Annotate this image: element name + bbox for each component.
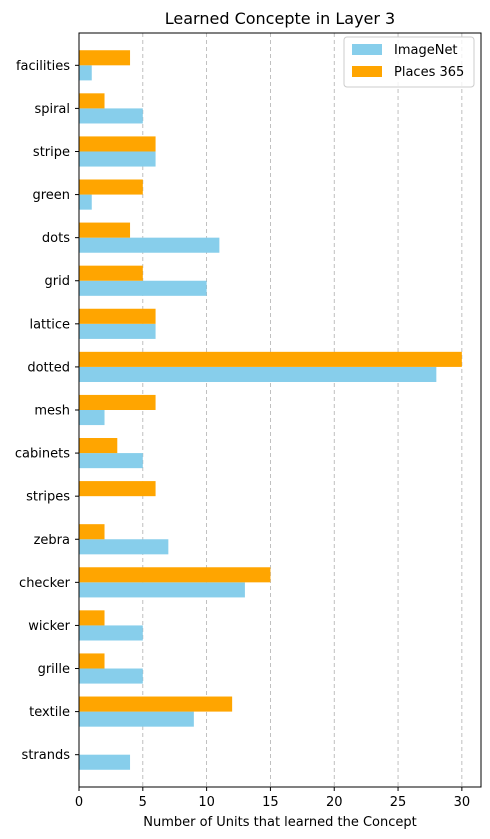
y-tick-label: textile xyxy=(29,705,70,720)
bar-imagenet-zebra xyxy=(79,539,169,555)
x-tick-label: 30 xyxy=(454,795,471,810)
y-axis: facilities spiral stripe green dots grid latti… xyxy=(15,59,79,763)
chart-title: Learned Concepte in Layer 3 xyxy=(165,9,395,28)
bar-places365-dots xyxy=(79,222,131,238)
bar-places365-stripe xyxy=(79,136,156,152)
bar-imagenet-dots xyxy=(79,237,220,253)
y-tick-label: checker xyxy=(19,576,71,591)
bar-imagenet-dotted xyxy=(79,366,437,382)
y-tick-label: dotted xyxy=(27,360,70,375)
y-tick-label: wicker xyxy=(28,619,70,634)
y-tick-label: cabinets xyxy=(15,447,70,462)
bar-imagenet-stripe xyxy=(79,151,156,167)
bar-places365-checker xyxy=(79,567,271,583)
x-tick-label: 5 xyxy=(139,795,147,810)
y-tick-label: grid xyxy=(45,274,70,289)
bar-imagenet-mesh xyxy=(79,410,105,426)
bar-imagenet-grille xyxy=(79,668,143,684)
bar-places365-wicker xyxy=(79,610,105,626)
x-axis-title: Number of Units that learned the Concept xyxy=(143,815,416,830)
bar-imagenet-spiral xyxy=(79,108,143,124)
legend-swatch-places365 xyxy=(352,66,382,77)
x-tick-label: 15 xyxy=(262,795,279,810)
y-tick-label: green xyxy=(32,188,70,203)
bar-places365-green xyxy=(79,179,143,195)
y-tick-label: dots xyxy=(42,231,70,246)
y-tick-label: stripes xyxy=(26,490,70,505)
bar-imagenet-cabinets xyxy=(79,453,143,469)
x-tick-label: 10 xyxy=(198,795,215,810)
bar-imagenet-checker xyxy=(79,582,245,598)
bar-imagenet-textile xyxy=(79,711,194,727)
legend-label-places365: Places 365 xyxy=(394,65,464,80)
bar-imagenet-green xyxy=(79,194,92,210)
x-tick-label: 0 xyxy=(75,795,83,810)
bar-places365-dotted xyxy=(79,351,462,367)
x-tick-label: 20 xyxy=(326,795,343,810)
y-tick-label: mesh xyxy=(34,404,70,419)
bar-places365-cabinets xyxy=(79,438,118,454)
bar-places365-stripes xyxy=(79,481,156,497)
y-tick-label: strands xyxy=(22,748,71,763)
y-tick-label: facilities xyxy=(16,59,70,74)
bar-imagenet-wicker xyxy=(79,625,143,641)
y-tick-label: grille xyxy=(38,662,70,677)
y-tick-label: stripe xyxy=(33,145,70,160)
legend: ImageNet Places 365 xyxy=(343,36,475,88)
bar-places365-grille xyxy=(79,653,105,669)
y-tick-label: zebra xyxy=(34,533,70,548)
bar-places365-spiral xyxy=(79,93,105,109)
bar-places365-facilities xyxy=(79,50,131,66)
bar-imagenet-grid xyxy=(79,280,207,296)
legend-swatch-imagenet xyxy=(352,44,382,55)
bar-imagenet-strands xyxy=(79,754,131,770)
bar-places365-textile xyxy=(79,696,233,712)
bar-imagenet-facilities xyxy=(79,65,92,81)
x-tick-label: 25 xyxy=(390,795,407,810)
y-tick-label: spiral xyxy=(34,102,70,117)
bar-places365-lattice xyxy=(79,308,156,324)
bar-places365-zebra xyxy=(79,524,105,540)
bar-places365-grid xyxy=(79,265,143,281)
bar-imagenet-lattice xyxy=(79,323,156,339)
legend-label-imagenet: ImageNet xyxy=(394,43,458,58)
y-tick-label: lattice xyxy=(29,317,70,332)
bar-places365-mesh xyxy=(79,394,156,410)
bars xyxy=(79,50,462,770)
x-axis: 0 5 10 15 20 25 30 xyxy=(75,787,470,810)
